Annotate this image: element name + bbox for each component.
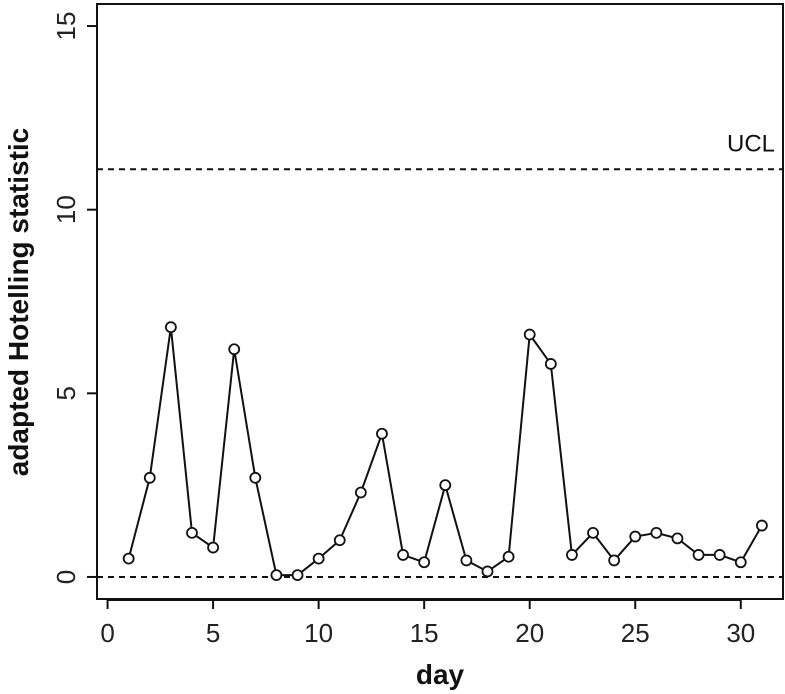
ucl-label: UCL — [727, 130, 775, 157]
x-tick-label: 25 — [621, 618, 650, 648]
data-point — [692, 549, 705, 561]
data-point — [544, 358, 557, 370]
data-point — [333, 534, 346, 547]
x-tick-label: 5 — [206, 618, 220, 648]
data-point — [186, 526, 198, 539]
data-point — [270, 569, 283, 582]
x-tick-label: 20 — [515, 618, 544, 648]
data-point — [122, 552, 135, 565]
data-point — [587, 526, 599, 539]
x-tick-label: 30 — [726, 618, 755, 648]
data-point — [629, 530, 642, 543]
data-point — [164, 321, 177, 334]
data-point — [755, 519, 768, 532]
x-axis-title: day — [416, 659, 465, 690]
data-point — [418, 556, 431, 569]
data-point — [523, 328, 536, 341]
data-point — [671, 532, 684, 545]
x-tick-label: 10 — [304, 618, 333, 648]
data-point — [312, 552, 325, 565]
data-point — [713, 549, 726, 561]
data-point — [734, 556, 747, 569]
y-axis: 0 5 10 15 — [51, 12, 97, 584]
data-point — [439, 479, 452, 492]
data-point — [376, 427, 388, 440]
data-point — [249, 471, 262, 484]
data-point — [291, 569, 304, 582]
series-group — [122, 321, 768, 582]
data-point — [207, 541, 219, 554]
data-point — [228, 343, 241, 356]
data-point — [608, 554, 621, 567]
data-point — [143, 471, 156, 484]
y-axis-title: adapted Hotelling statistic — [3, 128, 34, 477]
data-point — [397, 549, 409, 561]
data-point — [502, 550, 515, 563]
x-tick-label: 0 — [100, 618, 114, 648]
data-point — [354, 486, 367, 499]
data-point — [566, 549, 578, 561]
y-tick-label: 10 — [51, 195, 81, 224]
plot-frame — [96, 3, 784, 600]
y-tick-label: 15 — [51, 12, 81, 41]
x-tick-label: 15 — [410, 618, 439, 648]
x-axis: 0 5 10 15 20 25 30 — [100, 599, 755, 648]
series-line — [127, 327, 763, 577]
y-tick-label: 5 — [51, 386, 81, 400]
data-point — [460, 554, 473, 567]
data-point — [481, 565, 494, 578]
data-point — [650, 526, 663, 539]
y-tick-label: 0 — [51, 570, 81, 584]
reference-lines: UCL — [97, 130, 783, 578]
